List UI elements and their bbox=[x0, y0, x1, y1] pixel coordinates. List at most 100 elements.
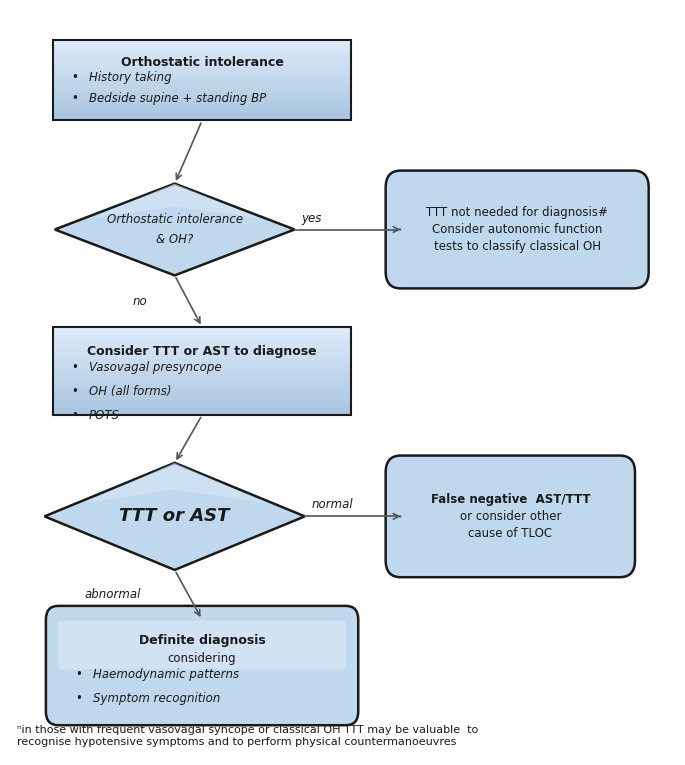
FancyBboxPatch shape bbox=[53, 399, 351, 402]
FancyBboxPatch shape bbox=[53, 369, 351, 371]
FancyBboxPatch shape bbox=[53, 373, 351, 376]
Polygon shape bbox=[45, 463, 305, 570]
FancyBboxPatch shape bbox=[53, 94, 351, 96]
FancyBboxPatch shape bbox=[58, 620, 346, 669]
Text: Definite diagnosis: Definite diagnosis bbox=[138, 634, 266, 647]
FancyBboxPatch shape bbox=[53, 391, 351, 393]
FancyBboxPatch shape bbox=[53, 50, 351, 52]
FancyBboxPatch shape bbox=[53, 57, 351, 58]
FancyBboxPatch shape bbox=[53, 109, 351, 110]
FancyBboxPatch shape bbox=[53, 80, 351, 83]
FancyBboxPatch shape bbox=[386, 456, 635, 577]
FancyBboxPatch shape bbox=[53, 96, 351, 99]
Text: & OH?: & OH? bbox=[156, 233, 193, 246]
FancyBboxPatch shape bbox=[53, 338, 351, 340]
Text: Orthostatic intolerance: Orthostatic intolerance bbox=[107, 213, 242, 226]
FancyBboxPatch shape bbox=[53, 331, 351, 334]
FancyBboxPatch shape bbox=[53, 358, 351, 360]
FancyBboxPatch shape bbox=[53, 76, 351, 78]
FancyBboxPatch shape bbox=[53, 351, 351, 353]
Text: •: • bbox=[71, 409, 78, 422]
FancyBboxPatch shape bbox=[53, 46, 351, 48]
FancyBboxPatch shape bbox=[53, 404, 351, 406]
FancyBboxPatch shape bbox=[53, 413, 351, 415]
FancyBboxPatch shape bbox=[53, 105, 351, 106]
FancyBboxPatch shape bbox=[53, 384, 351, 386]
FancyBboxPatch shape bbox=[53, 60, 351, 62]
Text: considering: considering bbox=[168, 652, 236, 665]
FancyBboxPatch shape bbox=[53, 86, 351, 89]
Text: False negative  AST/TTT: False negative AST/TTT bbox=[431, 493, 590, 506]
FancyBboxPatch shape bbox=[53, 347, 351, 349]
FancyBboxPatch shape bbox=[53, 327, 351, 329]
FancyBboxPatch shape bbox=[53, 99, 351, 100]
Text: •: • bbox=[71, 361, 78, 374]
FancyBboxPatch shape bbox=[53, 356, 351, 358]
FancyBboxPatch shape bbox=[53, 380, 351, 382]
FancyBboxPatch shape bbox=[53, 70, 351, 73]
FancyBboxPatch shape bbox=[53, 73, 351, 74]
FancyBboxPatch shape bbox=[53, 103, 351, 105]
FancyBboxPatch shape bbox=[53, 54, 351, 57]
FancyBboxPatch shape bbox=[53, 119, 351, 120]
Text: tests to classify classical OH: tests to classify classical OH bbox=[434, 240, 601, 252]
Text: Symptom recognition: Symptom recognition bbox=[92, 692, 220, 705]
FancyBboxPatch shape bbox=[386, 171, 649, 288]
FancyBboxPatch shape bbox=[53, 116, 351, 119]
FancyBboxPatch shape bbox=[53, 52, 351, 54]
FancyBboxPatch shape bbox=[53, 48, 351, 50]
FancyBboxPatch shape bbox=[53, 78, 351, 80]
FancyBboxPatch shape bbox=[53, 84, 351, 86]
FancyBboxPatch shape bbox=[53, 68, 351, 70]
FancyBboxPatch shape bbox=[53, 402, 351, 404]
Text: Consider autonomic function: Consider autonomic function bbox=[432, 223, 602, 236]
FancyBboxPatch shape bbox=[53, 83, 351, 84]
FancyBboxPatch shape bbox=[53, 344, 351, 347]
FancyBboxPatch shape bbox=[53, 58, 351, 60]
FancyBboxPatch shape bbox=[53, 64, 351, 67]
Text: recognise hypotensive symptoms and to perform physical countermanoeuvres: recognise hypotensive symptoms and to pe… bbox=[17, 737, 456, 747]
Text: POTS: POTS bbox=[89, 409, 120, 422]
FancyBboxPatch shape bbox=[53, 112, 351, 115]
Text: Consider TTT or AST to diagnose: Consider TTT or AST to diagnose bbox=[87, 345, 317, 358]
Text: •: • bbox=[71, 385, 78, 398]
Text: yes: yes bbox=[301, 212, 322, 224]
FancyBboxPatch shape bbox=[53, 396, 351, 398]
Text: History taking: History taking bbox=[89, 70, 171, 83]
Text: Bedside supine + standing BP: Bedside supine + standing BP bbox=[89, 93, 266, 106]
FancyBboxPatch shape bbox=[53, 360, 351, 363]
FancyBboxPatch shape bbox=[53, 364, 351, 366]
Text: Vasovagal presyncope: Vasovagal presyncope bbox=[89, 361, 221, 374]
FancyBboxPatch shape bbox=[53, 336, 351, 338]
FancyBboxPatch shape bbox=[53, 366, 351, 369]
FancyBboxPatch shape bbox=[53, 349, 351, 351]
FancyBboxPatch shape bbox=[53, 67, 351, 68]
FancyBboxPatch shape bbox=[53, 393, 351, 396]
Text: TTT not needed for diagnosis#: TTT not needed for diagnosis# bbox=[426, 207, 608, 219]
Text: OH (all forms): OH (all forms) bbox=[89, 385, 171, 398]
Polygon shape bbox=[90, 184, 258, 218]
FancyBboxPatch shape bbox=[53, 386, 351, 389]
Polygon shape bbox=[55, 184, 295, 275]
FancyBboxPatch shape bbox=[53, 44, 351, 46]
FancyBboxPatch shape bbox=[53, 106, 351, 109]
Text: •: • bbox=[71, 70, 78, 83]
Text: abnormal: abnormal bbox=[84, 588, 140, 601]
FancyBboxPatch shape bbox=[53, 409, 351, 411]
Text: •: • bbox=[75, 692, 82, 705]
Text: •: • bbox=[71, 93, 78, 106]
FancyBboxPatch shape bbox=[53, 411, 351, 413]
FancyBboxPatch shape bbox=[53, 343, 351, 344]
FancyBboxPatch shape bbox=[53, 334, 351, 336]
Text: cause of TLOC: cause of TLOC bbox=[469, 527, 552, 539]
FancyBboxPatch shape bbox=[53, 389, 351, 391]
FancyBboxPatch shape bbox=[53, 42, 351, 44]
FancyBboxPatch shape bbox=[53, 353, 351, 356]
FancyBboxPatch shape bbox=[53, 74, 351, 76]
FancyBboxPatch shape bbox=[53, 115, 351, 116]
Text: Orthostatic intolerance: Orthostatic intolerance bbox=[121, 56, 284, 69]
Text: Haemodynamic patterns: Haemodynamic patterns bbox=[92, 669, 239, 681]
FancyBboxPatch shape bbox=[53, 110, 351, 112]
Polygon shape bbox=[84, 463, 266, 503]
Text: ⁿin those with frequent vasovagal syncope or classical OH TTT may be valuable  t: ⁿin those with frequent vasovagal syncop… bbox=[17, 724, 478, 735]
